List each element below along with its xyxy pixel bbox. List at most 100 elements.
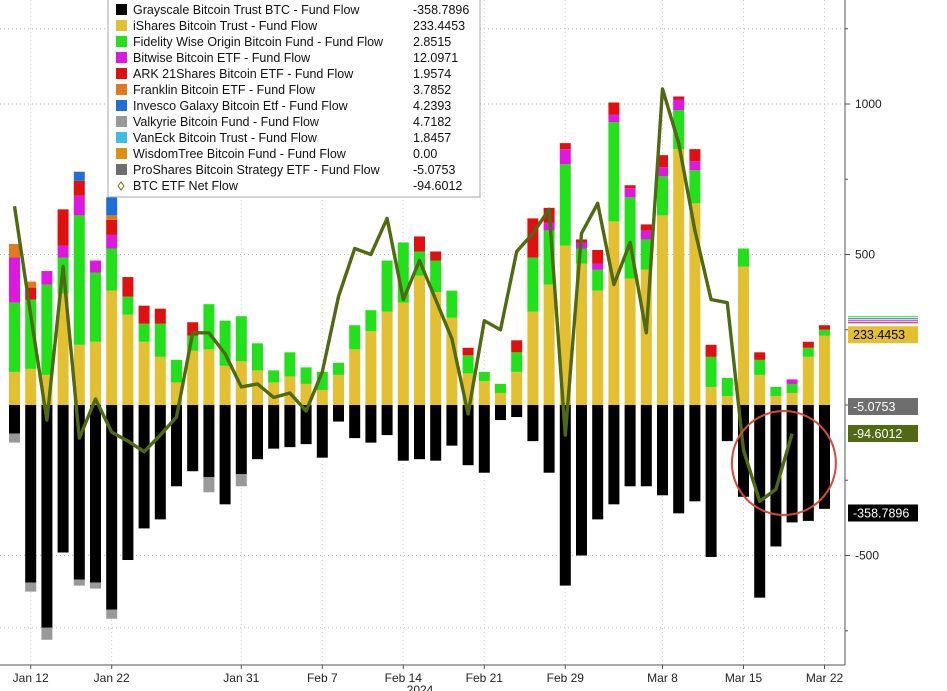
legend-swatch-7 (116, 116, 127, 127)
bar-segment-s3-d34 (559, 149, 571, 165)
bar-segment-s0-d41 (673, 405, 685, 514)
bar-segment-s2-d4 (73, 215, 85, 345)
bar-segment-s4-d6 (106, 219, 118, 235)
bar-segment-s1-d12 (203, 349, 215, 405)
legend-value-1: 233.4453 (413, 19, 465, 33)
bar-segment-s2-d42 (689, 170, 701, 204)
bar-segment-s2-d43 (705, 356, 717, 387)
bar-segment-s0-d32 (527, 405, 539, 442)
bar-segment-s4-d11 (187, 322, 199, 336)
bar-segment-s1-d1 (25, 368, 37, 405)
x-tick-label: Feb 7 (307, 671, 338, 685)
bar-segment-s2-d15 (252, 343, 263, 371)
bar-segment-s0-d9 (154, 405, 166, 520)
x-tick-label: Mar 8 (647, 671, 678, 685)
bar-segment-s1-d0 (9, 371, 20, 405)
bar-segment-s4-d49 (802, 341, 814, 348)
legend-value-10: -5.0753 (413, 163, 455, 177)
legend-swatch-1 (116, 20, 127, 31)
bar-segment-s2-d10 (171, 359, 182, 383)
legend-swatch-5 (116, 84, 127, 95)
bar-segment-s1-d15 (252, 370, 263, 405)
bar-segment-s0-d33 (543, 405, 555, 473)
legend-label-5: Franklin Bitcoin ETF - Fund Flow (133, 83, 316, 97)
bar-segment-s3-d38 (624, 188, 636, 198)
bar-segment-s4-d38 (624, 185, 636, 189)
bar-segment-s7-d6 (106, 609, 118, 619)
bar-segment-s3-d48 (786, 379, 798, 384)
bar-segment-s2-d39 (640, 239, 652, 270)
bar-segment-s4-d34 (559, 143, 571, 150)
bar-segment-s1-d45 (738, 266, 749, 405)
bar-segment-s1-d39 (640, 269, 652, 405)
bar-segment-s2-d2 (41, 284, 53, 375)
bar-segment-s4-d37 (608, 102, 620, 115)
legend-swatch-10 (116, 164, 127, 175)
bar-segment-s2-d21 (349, 325, 361, 350)
bar-segment-s4-d36 (592, 249, 604, 264)
bar-segment-s0-d43 (705, 405, 717, 558)
bar-segment-s1-d9 (154, 356, 166, 405)
legend-label-1: iShares Bitcoin Trust - Fund Flow (133, 19, 318, 33)
bar-segment-s1-d36 (592, 290, 604, 405)
legend-value-4: 1.9574 (413, 67, 451, 81)
net-flow-line (12, 87, 794, 503)
bar-segment-s0-d6 (106, 405, 118, 610)
bar-segment-s2-d13 (219, 320, 231, 366)
legend-swatch-0 (116, 4, 127, 15)
bar-segment-s3-d36 (592, 263, 604, 270)
bar-segment-s0-d40 (657, 405, 668, 496)
bar-segment-s3-d0 (9, 257, 20, 303)
bar-segment-s0-d16 (268, 405, 280, 449)
bar-segment-s1-d22 (365, 331, 377, 405)
bar-segment-s1-d33 (543, 284, 555, 405)
bar-segment-s2-d41 (673, 110, 685, 150)
bar-segment-s2-d44 (721, 377, 733, 396)
bar-segment-s2-d37 (608, 122, 620, 222)
legend-value-0: -358.7896 (413, 3, 469, 17)
bar-segment-s1-d47 (770, 395, 782, 405)
bar-segment-s2-d27 (446, 290, 458, 318)
bar-segment-s6-d6 (106, 197, 118, 216)
bar-segment-s3-d39 (640, 230, 652, 240)
bar-segment-s0-d8 (138, 405, 150, 529)
bar-segment-s0-d49 (802, 405, 814, 521)
bar-segment-s1-d42 (689, 203, 701, 405)
bar-segment-s3-d6 (106, 234, 118, 249)
bar-segment-s1-d27 (446, 317, 458, 405)
legend-line-marker (117, 181, 125, 191)
bar-segment-s4-d4 (73, 180, 85, 196)
bar-segment-s0-d1 (25, 405, 37, 583)
bar-segment-s1-d30 (495, 392, 506, 405)
bar-segment-s2-d48 (786, 383, 798, 393)
bar-segment-s2-d7 (122, 296, 134, 315)
bar-segment-s1-d40 (657, 215, 668, 405)
legend-label-7: Valkyrie Bitcoin Fund - Fund Flow (133, 115, 320, 129)
bar-segment-s2-d50 (819, 329, 830, 336)
bar-segment-s0-d0 (9, 405, 20, 434)
bar-segment-s4-d42 (689, 149, 701, 162)
bar-segment-s2-d38 (624, 197, 636, 279)
x-tick-label: Mar 22 (806, 671, 844, 685)
bar-segment-s0-d12 (203, 405, 215, 478)
bar-segment-s1-d8 (138, 341, 150, 405)
right-badge-3 (848, 504, 918, 522)
bar-segment-s1-d24 (397, 302, 409, 405)
bar-segment-s2-d24 (397, 242, 409, 303)
right-badge-0 (848, 326, 918, 344)
x-tick-label: Feb 21 (466, 671, 504, 685)
bar-segment-s1-d16 (268, 382, 280, 405)
bar-segment-s5-d0 (9, 243, 20, 258)
bar-segment-s1-d29 (478, 380, 490, 405)
bar-segment-s0-d24 (397, 405, 409, 461)
bar-segment-s2-d9 (154, 323, 166, 357)
bar-segment-s4-d28 (462, 347, 474, 356)
bar-segment-s0-d37 (608, 405, 620, 505)
bar-segment-s7-d12 (203, 477, 215, 493)
bar-segment-s0-d44 (721, 405, 733, 442)
bar-segment-s2-d22 (365, 310, 377, 332)
bar-segment-s0-d31 (511, 405, 523, 418)
bar-segment-s4-d8 (138, 305, 150, 324)
bar-segment-s1-d7 (122, 314, 134, 405)
